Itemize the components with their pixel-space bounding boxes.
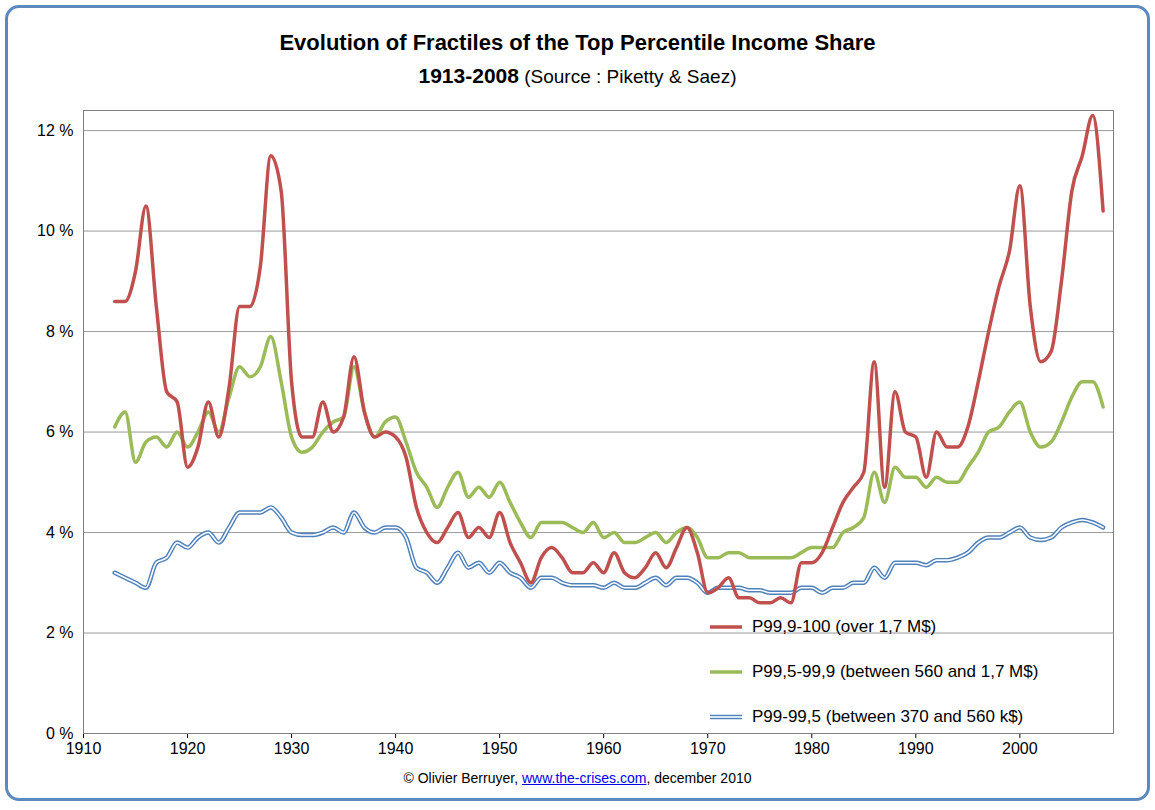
svg-text:2 %: 2 % <box>46 624 74 641</box>
svg-text:8 %: 8 % <box>46 323 74 340</box>
svg-text:6 %: 6 % <box>46 423 74 440</box>
html-text:P99,5-99,9 (between 560 and 1,: P99,5-99,9 (between 560 and 1,7 M$) <box>752 661 1039 681</box>
svg-text:0 %: 0 % <box>45 724 74 742</box>
svg-text:1990: 1990 <box>898 740 934 757</box>
svg-text:1920: 1920 <box>170 740 206 757</box>
svg-text:1960: 1960 <box>586 740 622 757</box>
svg-text:2000: 2000 <box>1002 740 1038 757</box>
svg-text:10 %: 10 % <box>37 222 73 239</box>
html-text:1913-2008 (Source : Piketty &: 1913-2008 (Source : Piketty & Saez) <box>418 64 737 87</box>
svg-text:4 %: 4 % <box>46 524 74 541</box>
svg-text:1930: 1930 <box>274 740 310 757</box>
svg-text:1970: 1970 <box>690 740 726 757</box>
html-text:© Olivier Berruyer, www.the-cr: © Olivier Berruyer, www.the-crises.com, … <box>403 770 752 786</box>
html-text:P99-99,5 (between 370 and 560: P99-99,5 (between 370 and 560 k$) <box>752 706 1024 726</box>
svg-text:1950: 1950 <box>482 740 518 757</box>
svg-text:1940: 1940 <box>378 740 414 757</box>
svg-text:1910: 1910 <box>66 740 102 757</box>
html-text:Evolution of Fractiles of the: Evolution of Fractiles of the Top Percen… <box>279 30 876 55</box>
html-text:P99,9-100 (over 1,7 M$): P99,9-100 (over 1,7 M$) <box>752 616 937 636</box>
svg-text:12 %: 12 % <box>37 122 73 139</box>
svg-text:1980: 1980 <box>794 740 830 757</box>
